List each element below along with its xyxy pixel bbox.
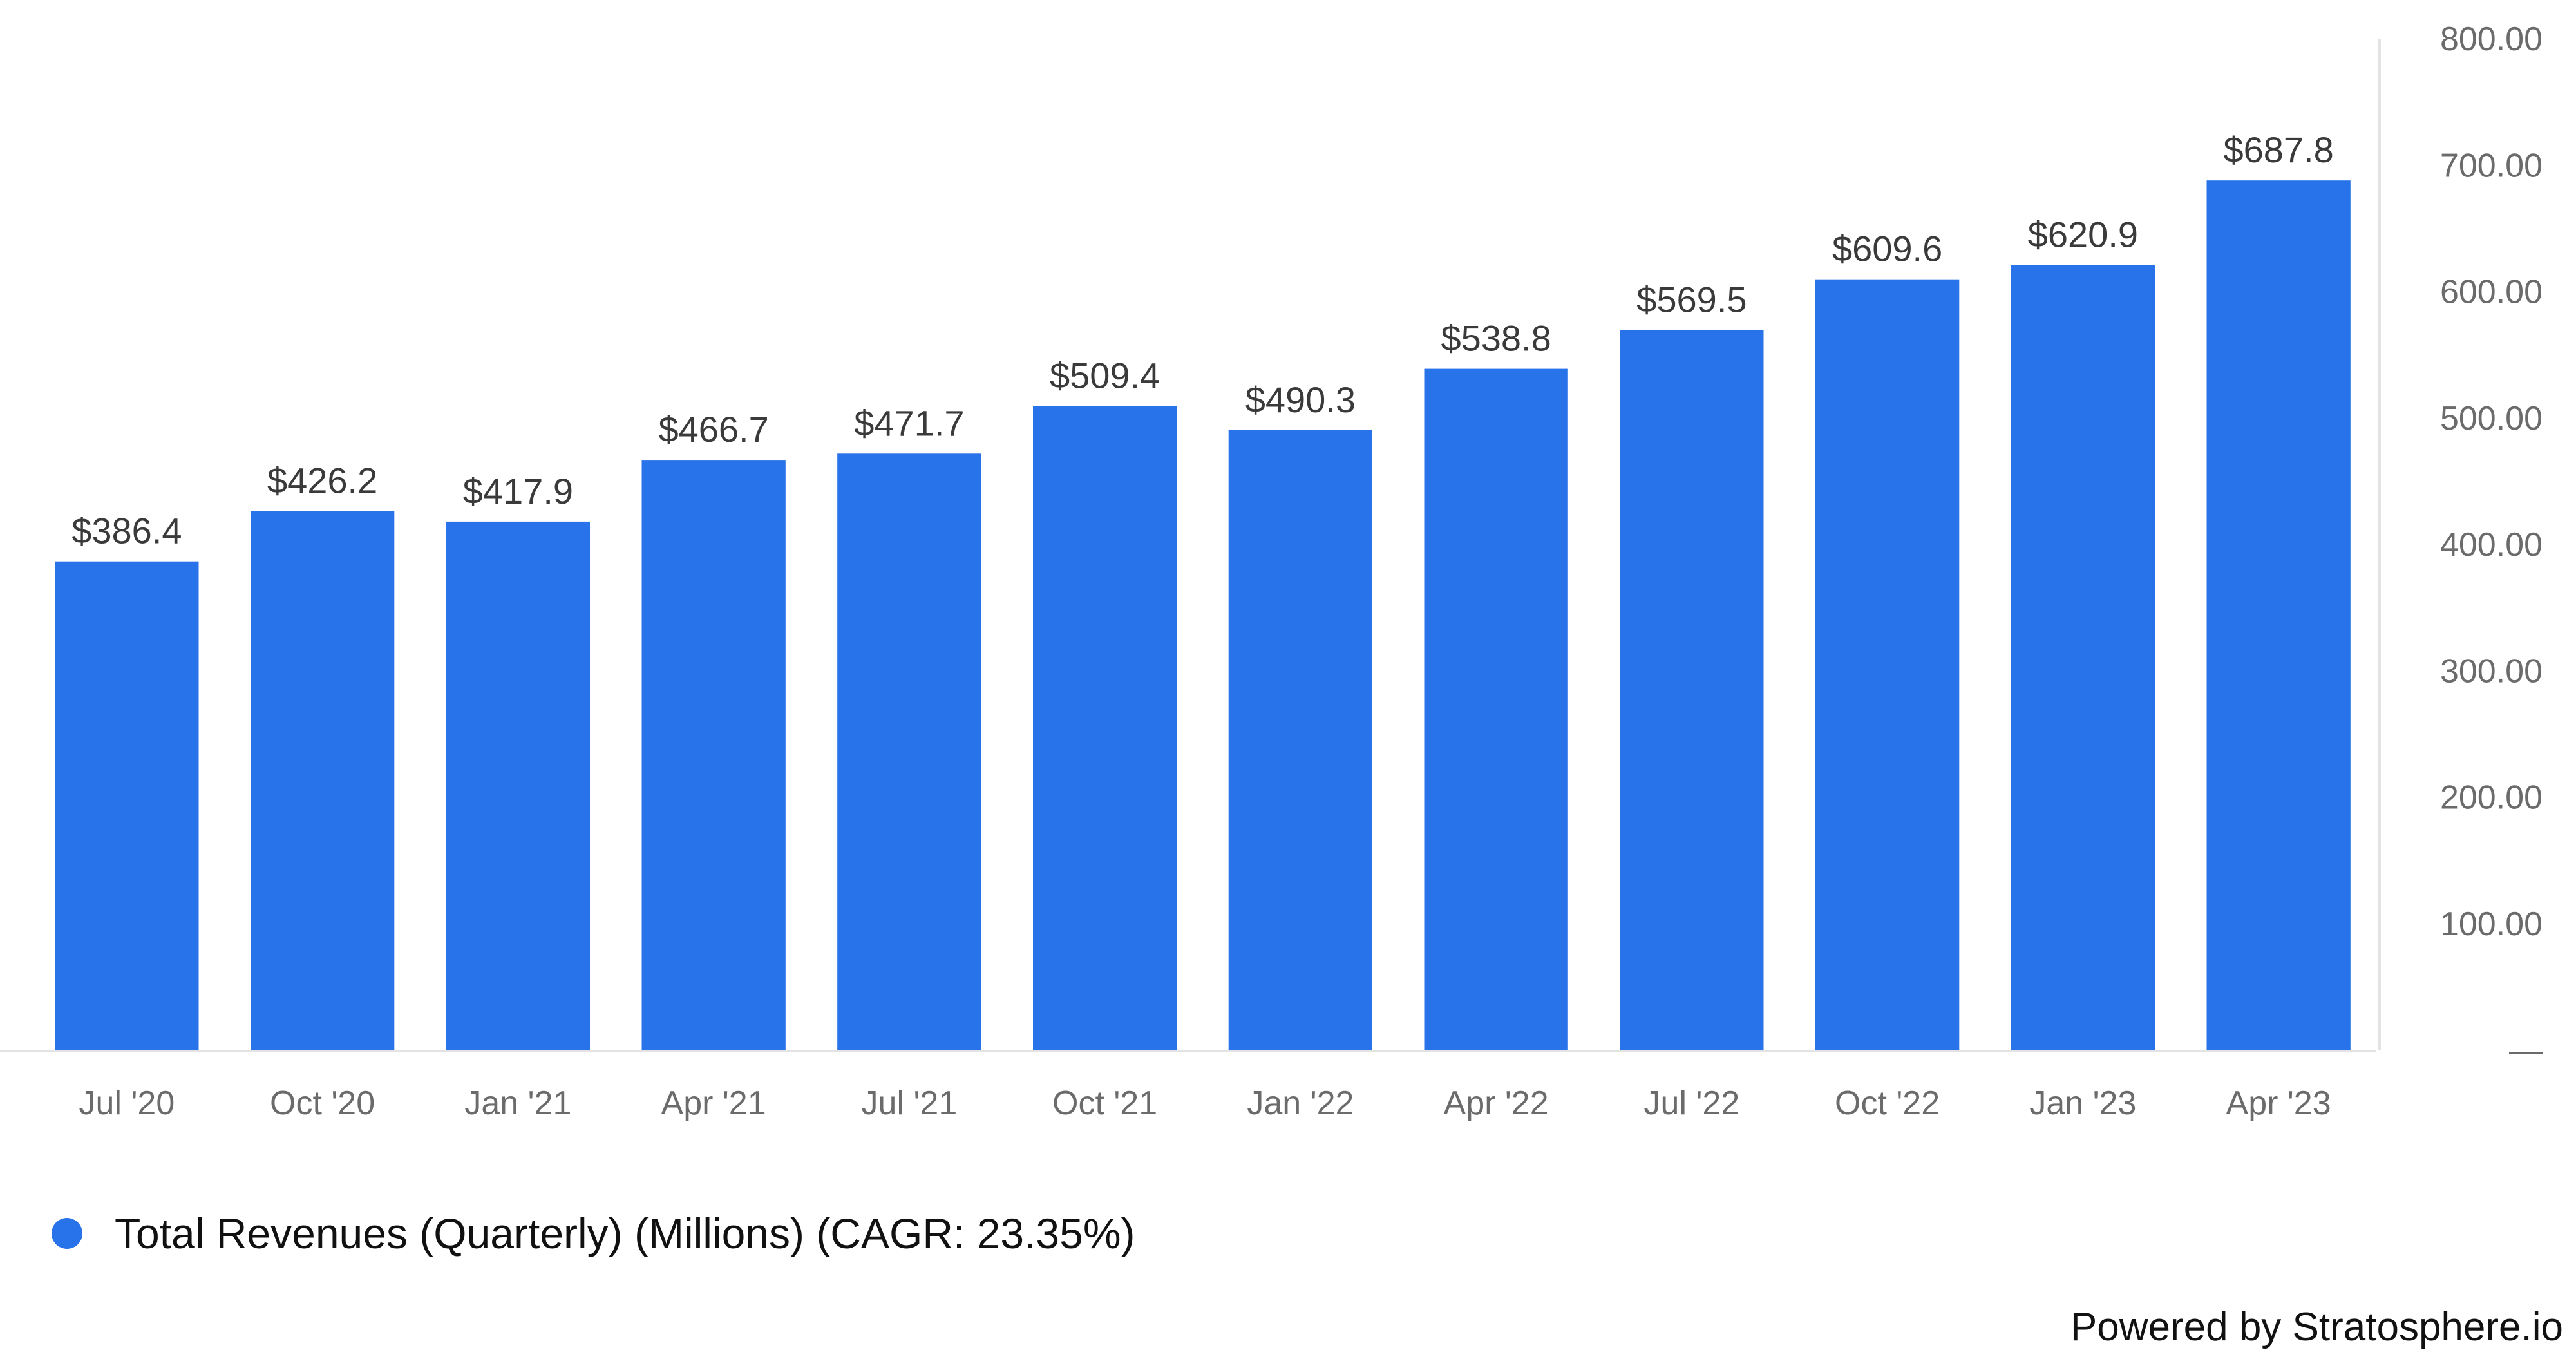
y-tick-label-8: 800.00: [2440, 21, 2543, 58]
bar-value-label-1: $426.2: [267, 461, 377, 501]
bar-value-label-9: $609.6: [1832, 229, 1942, 269]
bar-7: [1424, 368, 1568, 1050]
powered-by-footer: Powered by Stratosphere.io: [2070, 1305, 2563, 1349]
x-tick-label-6: Jan '22: [1247, 1085, 1354, 1122]
bar-value-label-7: $538.8: [1441, 318, 1551, 359]
bar-6: [1228, 430, 1372, 1050]
x-tick-label-7: Apr '22: [1444, 1085, 1549, 1122]
bar-2: [446, 521, 590, 1050]
y-tick-label-1: 100.00: [2440, 906, 2543, 943]
bar-value-label-10: $620.9: [2028, 214, 2138, 255]
legend: Total Revenues (Quarterly) (Millions) (C…: [52, 1204, 1135, 1262]
bars-group: [55, 180, 2351, 1050]
bar-4: [837, 453, 981, 1050]
bar-value-label-2: $417.9: [463, 471, 573, 511]
y-axis: — 100.00 200.00 300.00 400.00 500.00 600.00 700…: [2378, 21, 2543, 1069]
y-tick-label-6: 600.00: [2440, 274, 2543, 311]
x-tick-label-2: Jan '21: [464, 1085, 571, 1122]
x-tick-label-8: Jul '22: [1644, 1085, 1740, 1122]
data-labels-group: $386.4 $426.2 $417.9 $466.7 $471.7 $509.4 $490…: [71, 129, 2333, 551]
bar-value-label-0: $386.4: [71, 511, 182, 551]
x-tick-label-5: Oct '21: [1052, 1085, 1157, 1122]
bar-11: [2206, 180, 2351, 1050]
x-tick-label-10: Jan '23: [2029, 1085, 2136, 1122]
bar-8: [1620, 330, 1764, 1050]
y-tick-label-0: —: [2509, 1032, 2543, 1069]
bar-9: [1815, 279, 1960, 1050]
bar-value-label-6: $490.3: [1245, 379, 1356, 420]
x-axis: Jul '20 Oct '20 Jan '21 Apr '21 Jul '21 Oct '…: [0, 1050, 2376, 1122]
bar-0: [55, 561, 199, 1050]
bar-5: [1033, 406, 1177, 1050]
x-tick-label-4: Jul '21: [862, 1085, 958, 1122]
y-tick-label-7: 700.00: [2440, 147, 2543, 184]
y-tick-label-3: 300.00: [2440, 652, 2543, 690]
y-tick-label-4: 400.00: [2440, 526, 2543, 564]
y-tick-label-2: 200.00: [2440, 779, 2543, 817]
x-tick-label-3: Apr '21: [661, 1085, 766, 1122]
bar-1: [251, 511, 395, 1050]
bar-value-label-3: $466.7: [658, 409, 768, 450]
x-tick-label-11: Apr '23: [2226, 1085, 2331, 1122]
legend-dot-icon: [52, 1218, 82, 1249]
bar-value-label-8: $569.5: [1636, 279, 1747, 319]
bar-value-label-11: $687.8: [2223, 129, 2333, 170]
x-tick-label-1: Oct '20: [270, 1085, 375, 1122]
bar-value-label-5: $509.4: [1050, 355, 1160, 395]
bar-value-label-4: $471.7: [854, 403, 964, 443]
bar-3: [641, 460, 786, 1050]
x-tick-label-9: Oct '22: [1835, 1085, 1940, 1122]
legend-label: Total Revenues (Quarterly) (Millions) (C…: [115, 1210, 1135, 1257]
x-tick-label-0: Jul '20: [79, 1085, 175, 1122]
y-tick-label-5: 500.00: [2440, 400, 2543, 437]
bar-10: [2011, 265, 2155, 1050]
